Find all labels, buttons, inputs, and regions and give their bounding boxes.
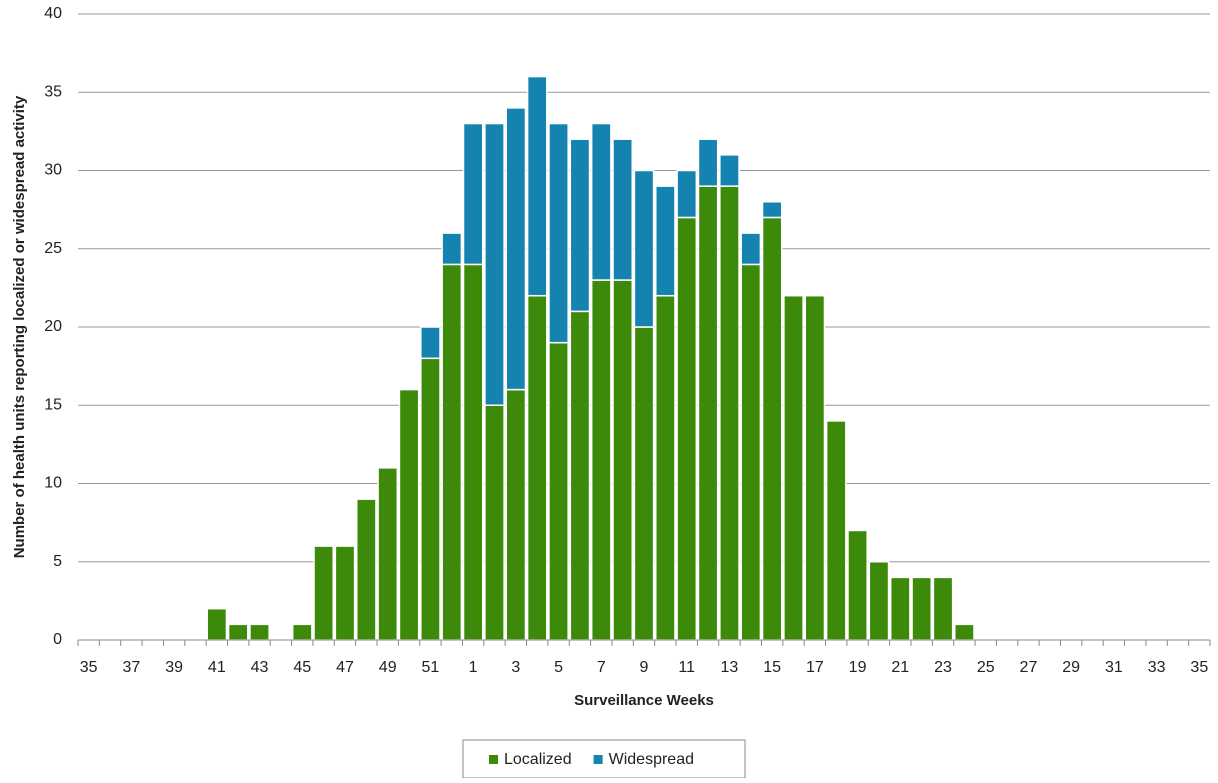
- bar-segment: [569, 310, 591, 641]
- legend-label: Localized: [504, 751, 572, 768]
- bar-segment: [569, 138, 591, 313]
- y-tick-label: 0: [53, 631, 62, 648]
- bar-segment: [420, 357, 441, 641]
- bar-segment: [719, 154, 740, 187]
- y-tick-label: 20: [44, 318, 62, 335]
- legend-label: Widespread: [609, 751, 694, 768]
- bar-segment: [697, 185, 719, 641]
- x-tick-label: 45: [293, 659, 311, 676]
- bar-segment: [548, 122, 569, 344]
- bar-segment: [505, 107, 527, 391]
- bar-segment: [377, 467, 399, 641]
- bar-segment: [548, 341, 569, 641]
- y-tick-label: 10: [44, 475, 62, 492]
- legend-swatch: [489, 755, 498, 764]
- bar-segment: [654, 294, 676, 641]
- bar-segment: [526, 294, 548, 641]
- x-tick-label: 51: [422, 659, 440, 676]
- y-tick-label: 5: [53, 553, 62, 570]
- x-tick-label: 41: [208, 659, 226, 676]
- bar-segment: [633, 326, 655, 641]
- bar-segment: [462, 263, 484, 641]
- bar-segment: [804, 294, 826, 641]
- x-tick-label: 23: [934, 659, 952, 676]
- y-tick-label: 35: [44, 83, 62, 100]
- y-tick-label: 40: [44, 5, 62, 22]
- y-axis-title: Number of health units reporting localiz…: [11, 95, 28, 558]
- bar-segment: [654, 185, 676, 297]
- y-tick-label: 15: [44, 396, 62, 413]
- bar-segment: [847, 529, 868, 641]
- x-tick-label: 21: [891, 659, 909, 676]
- legend-swatch: [593, 755, 603, 764]
- bar-segment: [868, 561, 890, 641]
- x-tick-label: 43: [251, 659, 269, 676]
- bar-segment: [761, 201, 783, 219]
- x-tick-label: 47: [336, 659, 354, 676]
- bar-segment: [719, 185, 740, 641]
- bar-segment: [355, 498, 377, 641]
- bar-segment: [676, 216, 698, 641]
- bar-segment: [420, 326, 441, 360]
- x-tick-label: 11: [678, 659, 695, 676]
- legend-box: [462, 739, 746, 779]
- x-tick-label: 3: [511, 659, 520, 676]
- x-tick-label: 27: [1020, 659, 1038, 676]
- bar-segment: [889, 576, 911, 641]
- bar-segment: [334, 545, 356, 641]
- x-tick-label: 39: [165, 659, 183, 676]
- bar-segment: [911, 576, 933, 641]
- bar-segment: [590, 279, 612, 641]
- bar-segment: [484, 404, 505, 641]
- bar-segment: [932, 576, 954, 641]
- bar-segment: [954, 623, 975, 641]
- x-axis-title: Surveillance Weeks: [574, 692, 714, 709]
- bar-segment: [676, 169, 698, 219]
- x-tick-label: 19: [849, 659, 867, 676]
- x-tick-label: 15: [763, 659, 781, 676]
- x-tick-label: 5: [554, 659, 563, 676]
- bar-segment: [462, 122, 484, 266]
- x-tick-label: 33: [1148, 659, 1166, 676]
- y-tick-label: 30: [44, 162, 62, 179]
- y-tick-label: 25: [44, 240, 62, 257]
- x-tick-label: 13: [721, 659, 739, 676]
- x-tick-label: 35: [80, 659, 98, 676]
- bar-segment: [505, 388, 527, 641]
- x-tick-label: 25: [977, 659, 995, 676]
- bar-segment: [612, 279, 634, 641]
- x-tick-label: 37: [122, 659, 140, 676]
- bar-segment: [441, 232, 463, 266]
- bar-segment: [206, 607, 228, 641]
- bar-segment: [441, 263, 463, 641]
- bar-segment: [249, 623, 270, 641]
- x-tick-label: 9: [640, 659, 649, 676]
- x-tick-label: 7: [597, 659, 606, 676]
- x-tick-label: 35: [1190, 659, 1208, 676]
- bar-segment: [740, 232, 762, 266]
- bar-segment: [291, 623, 313, 641]
- bar-segment: [398, 388, 420, 641]
- x-tick-label: 29: [1062, 659, 1080, 676]
- bar-segment: [825, 420, 847, 641]
- x-tick-label: 49: [379, 659, 397, 676]
- bar-segment: [590, 122, 612, 281]
- bar-segment: [740, 263, 762, 641]
- bar-segment: [612, 138, 634, 281]
- x-tick-label: 31: [1105, 659, 1123, 676]
- x-tick-label: 17: [806, 659, 824, 676]
- bar-segment: [633, 169, 655, 328]
- bar-segment: [697, 138, 719, 187]
- bar-segment: [783, 294, 804, 641]
- bar-segment: [227, 623, 249, 641]
- x-tick-label: 1: [469, 659, 478, 676]
- bar-segment: [761, 216, 783, 641]
- bar-segment: [526, 75, 548, 297]
- bar-segment: [484, 122, 505, 407]
- bar-segment: [313, 545, 334, 641]
